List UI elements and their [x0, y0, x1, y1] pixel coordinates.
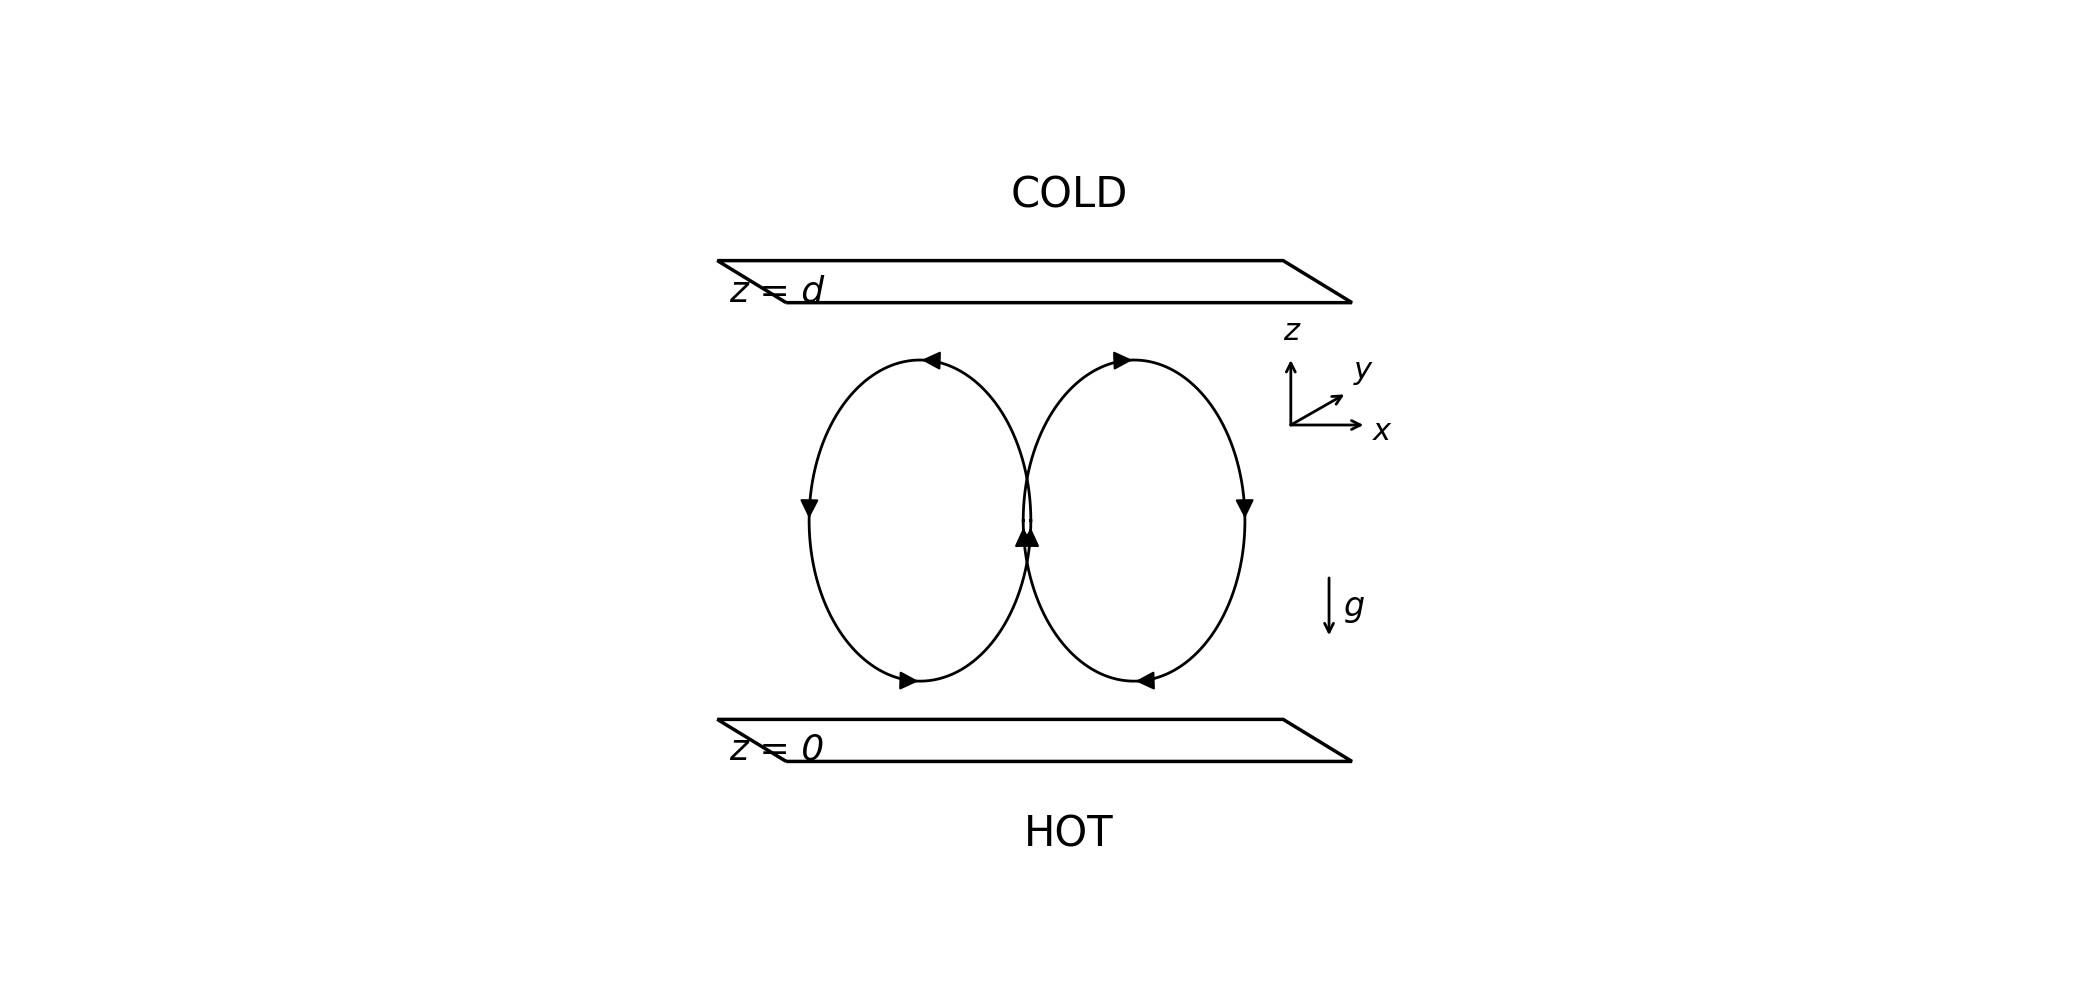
Text: z = 0: z = 0	[728, 733, 824, 767]
Text: z: z	[1283, 317, 1300, 347]
Text: x: x	[1373, 417, 1391, 446]
Text: g: g	[1343, 590, 1366, 623]
Text: HOT: HOT	[1024, 813, 1114, 855]
Text: y: y	[1354, 356, 1371, 385]
Text: z = d: z = d	[728, 274, 824, 308]
Text: COLD: COLD	[1010, 175, 1129, 216]
